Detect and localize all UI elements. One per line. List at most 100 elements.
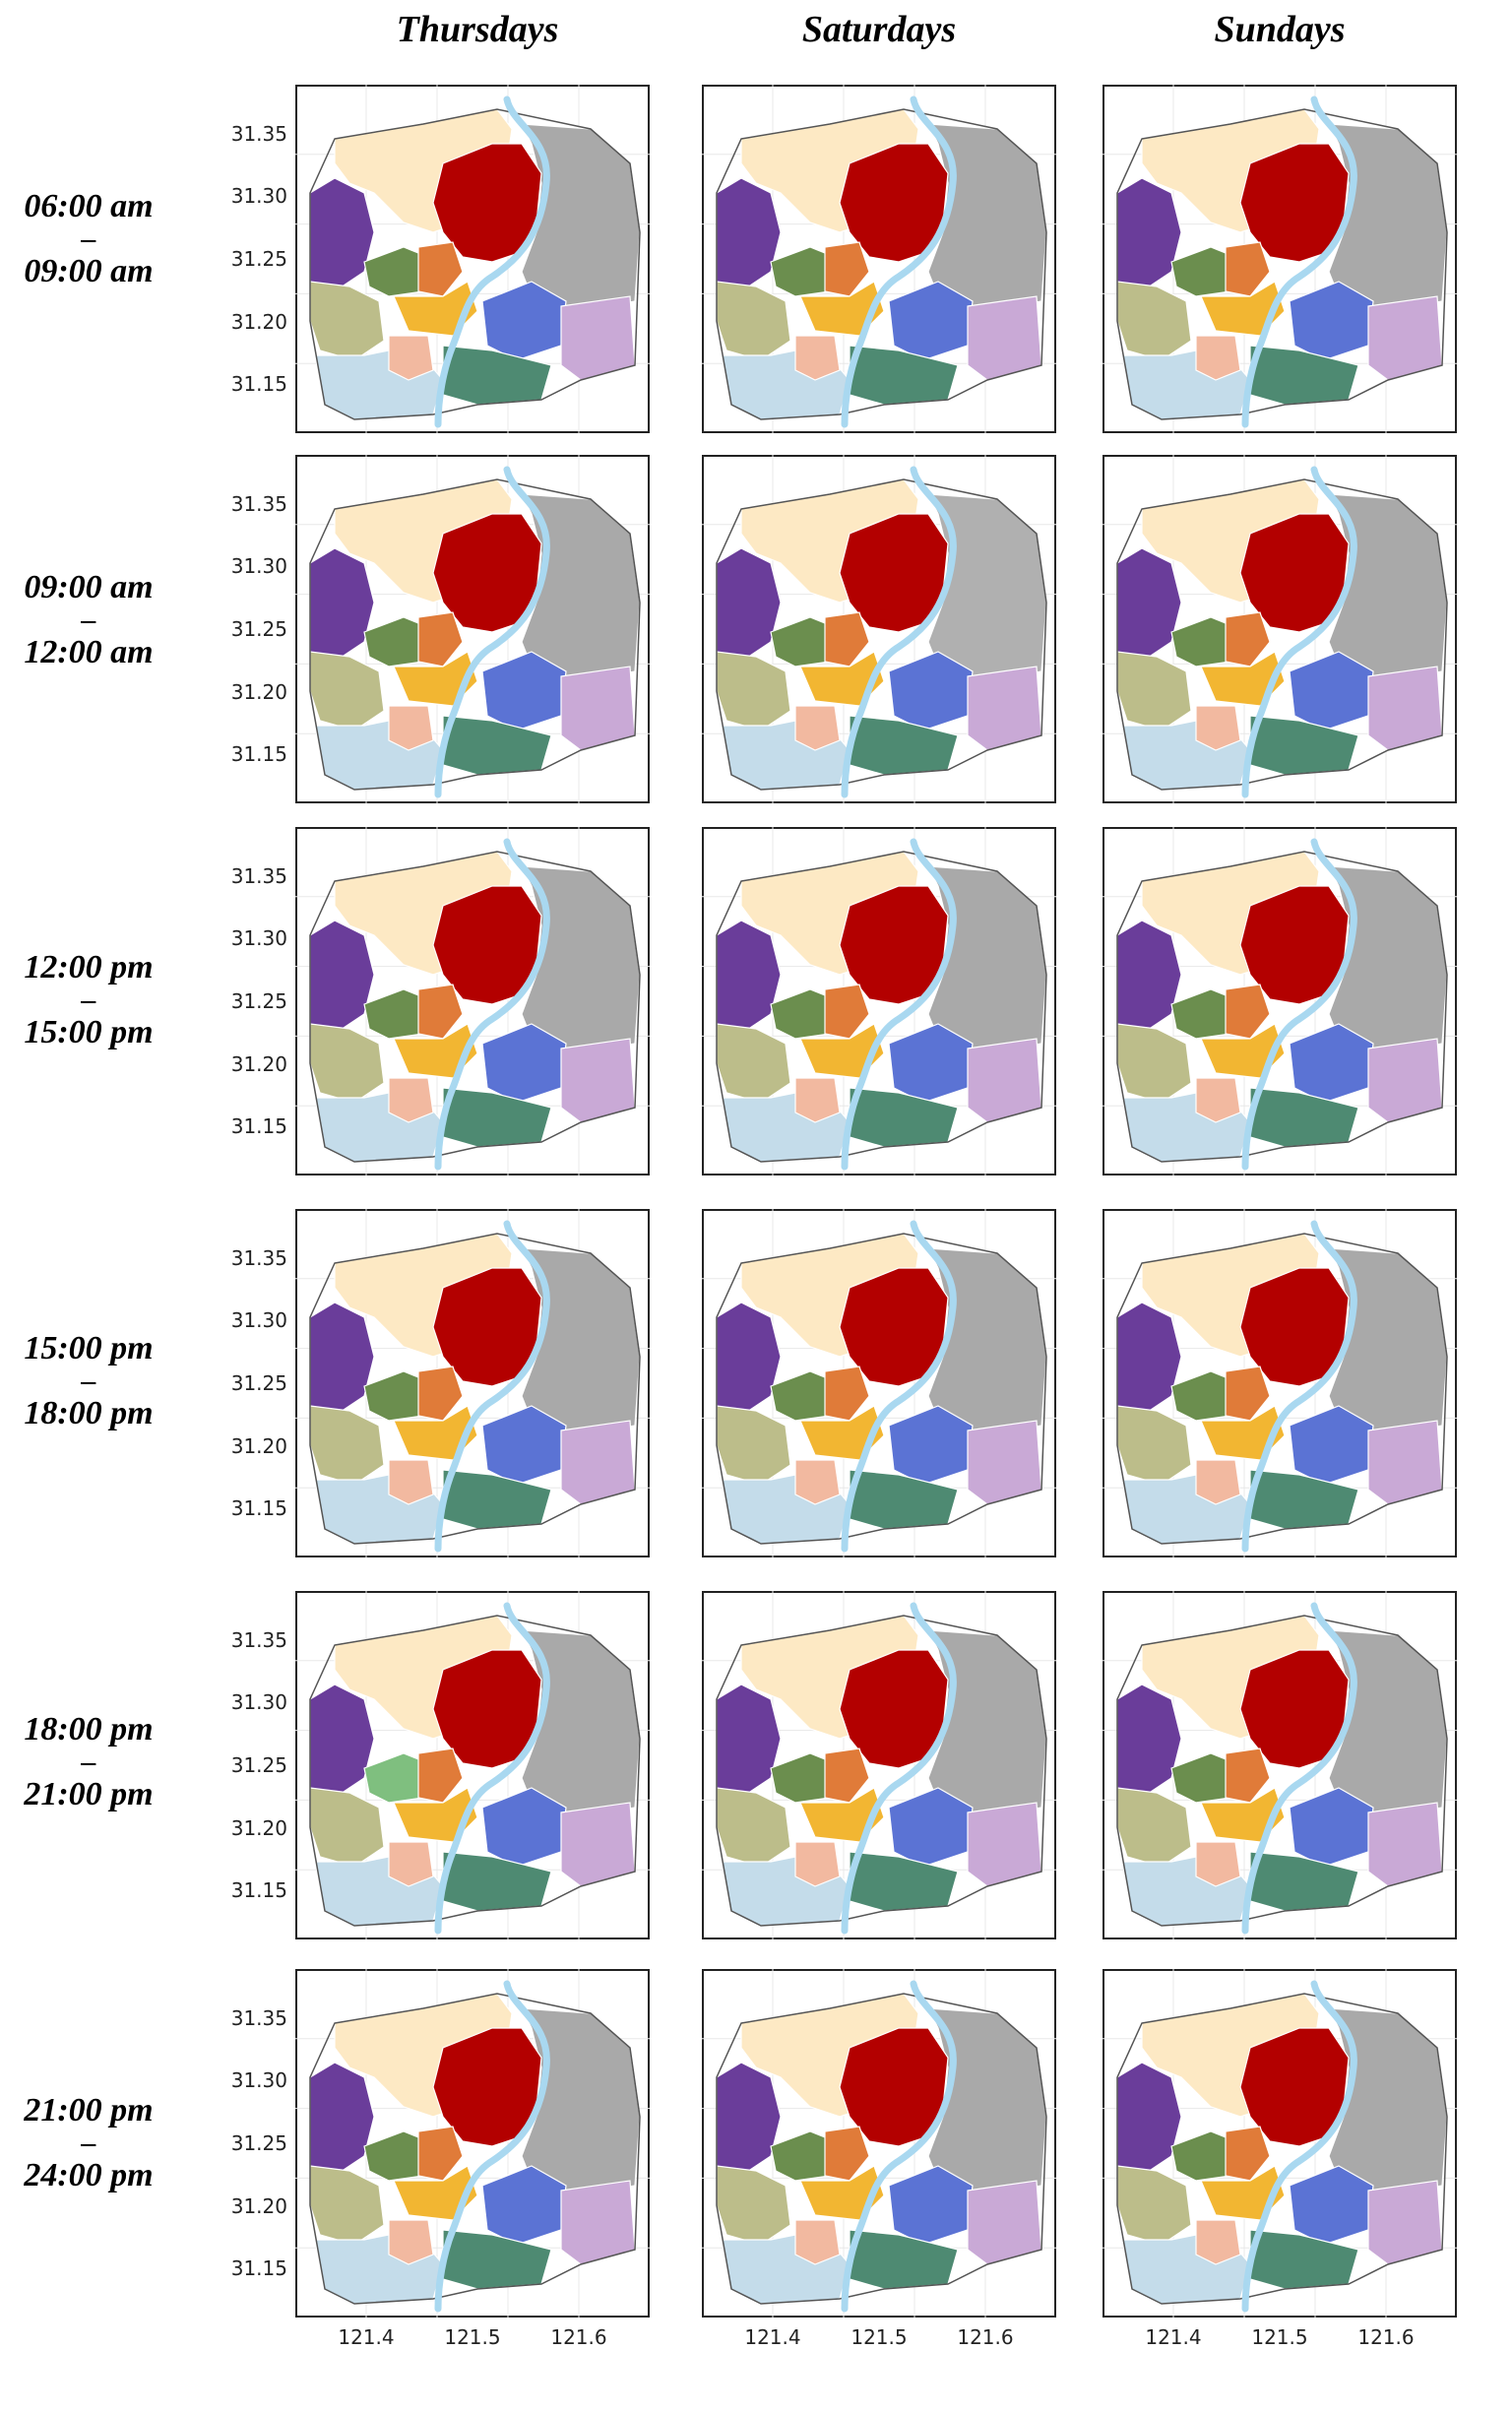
region-yellow (799, 1023, 885, 1079)
region-lilac (967, 1420, 1042, 1505)
region-peach (794, 335, 841, 381)
region-orange (824, 1366, 870, 1422)
region-orange (824, 241, 870, 297)
row-label-1: 06:00 am – 09:00 am (0, 187, 177, 290)
region-lilac (967, 1802, 1042, 1887)
row-label-4: 15:00 pm – 18:00 pm (0, 1329, 177, 1432)
row-1-start: 06:00 am (24, 188, 154, 224)
x-tick-label: 121.6 (550, 2325, 607, 2349)
river (434, 1980, 550, 2313)
y-tick-label: 31.30 (230, 554, 287, 579)
region-olive (716, 1787, 791, 1868)
row-4-dash: – (81, 1365, 96, 1398)
region-orange (824, 2126, 870, 2182)
region-lilac (1367, 1038, 1443, 1123)
y-tick-label: 31.35 (230, 121, 287, 146)
region-orange (824, 1747, 870, 1804)
y-tick-label: 31.25 (230, 989, 287, 1013)
map-panel-r5-c2 (702, 1591, 1056, 1939)
y-tick-label: 31.30 (230, 926, 287, 951)
region-orange (1225, 611, 1271, 667)
city-boundary (1116, 478, 1448, 791)
region-yellow (393, 1787, 478, 1843)
row-2-start: 09:00 am (24, 569, 154, 605)
y-tick-label: 31.30 (230, 1690, 287, 1715)
region-lilac (967, 1038, 1042, 1123)
district-map (295, 1969, 650, 2318)
region-orange (417, 1366, 464, 1422)
city-boundary (1116, 1615, 1448, 1927)
map-panel-r6-c2 (702, 1969, 1056, 2318)
y-tick-label: 31.20 (230, 1433, 287, 1458)
region-orange (1225, 984, 1271, 1040)
region-peach (1195, 335, 1241, 381)
map-panel-r1-c3 (1102, 85, 1457, 433)
map-panel-r3-c2 (702, 827, 1056, 1175)
region-olive (1116, 651, 1192, 731)
y-tick-label: 31.35 (230, 1627, 287, 1652)
region-peach (1195, 1077, 1241, 1123)
y-tick-label: 31.15 (230, 1114, 287, 1139)
city-boundary (716, 851, 1047, 1163)
row-1-dash: – (81, 222, 96, 256)
river (1241, 1980, 1357, 2313)
region-olive (1116, 1023, 1192, 1104)
river (1241, 95, 1357, 428)
district-map (295, 1591, 650, 1939)
river (434, 838, 550, 1171)
region-olive (716, 2165, 791, 2246)
region-olive (1116, 281, 1192, 361)
river (841, 95, 957, 428)
district-map (1102, 827, 1457, 1175)
region-lilac (560, 666, 636, 751)
city-boundary (309, 108, 641, 420)
region-lilac (1367, 295, 1443, 381)
city-boundary (716, 478, 1047, 791)
row-label-2: 09:00 am – 12:00 am (0, 568, 177, 671)
region-orange (1225, 2126, 1271, 2182)
city-boundary (716, 108, 1047, 420)
x-tick-label: 121.5 (1251, 2325, 1308, 2349)
map-panel-r4-c2 (702, 1209, 1056, 1557)
region-lilac (1367, 2180, 1443, 2265)
region-peach (794, 2219, 841, 2265)
map-panel-r3-c1 (295, 827, 650, 1175)
district-map (1102, 455, 1457, 803)
region-yellow (393, 1023, 478, 1079)
district-map (702, 455, 1056, 803)
x-tick-label: 121.5 (850, 2325, 908, 2349)
region-yellow (799, 281, 885, 337)
map-panel-r3-c3 (1102, 827, 1457, 1175)
district-map (1102, 85, 1457, 433)
region-yellow (393, 281, 478, 337)
y-tick-label: 31.30 (230, 184, 287, 209)
map-panel-r5-c1 (295, 1591, 650, 1939)
river (434, 466, 550, 798)
map-panel-r1-c1 (295, 85, 650, 433)
y-tick-label: 31.20 (230, 2193, 287, 2218)
y-tick-label: 31.25 (230, 1753, 287, 1777)
x-tick-label: 121.4 (1145, 2325, 1202, 2349)
district-map (1102, 1591, 1457, 1939)
row-label-6: 21:00 pm – 24:00 pm (0, 2091, 177, 2194)
district-map (295, 1209, 650, 1557)
region-orange (1225, 1747, 1271, 1804)
region-orange (417, 2126, 464, 2182)
region-yellow (1200, 651, 1286, 707)
row-1-end: 09:00 am (24, 253, 154, 290)
y-tick-label: 31.20 (230, 1051, 287, 1076)
region-olive (309, 281, 385, 361)
river (1241, 1602, 1357, 1935)
y-tick-label: 31.35 (230, 863, 287, 888)
region-olive (716, 281, 791, 361)
region-yellow (393, 2165, 478, 2221)
region-lilac (967, 295, 1042, 381)
district-map (1102, 1209, 1457, 1557)
y-tick-label: 31.15 (230, 1878, 287, 1903)
row-6-dash: – (81, 2127, 96, 2160)
river (1241, 1220, 1357, 1553)
city-boundary (309, 478, 641, 791)
district-map (1102, 1969, 1457, 2318)
region-orange (1225, 1366, 1271, 1422)
x-tick-label: 121.4 (338, 2325, 395, 2349)
